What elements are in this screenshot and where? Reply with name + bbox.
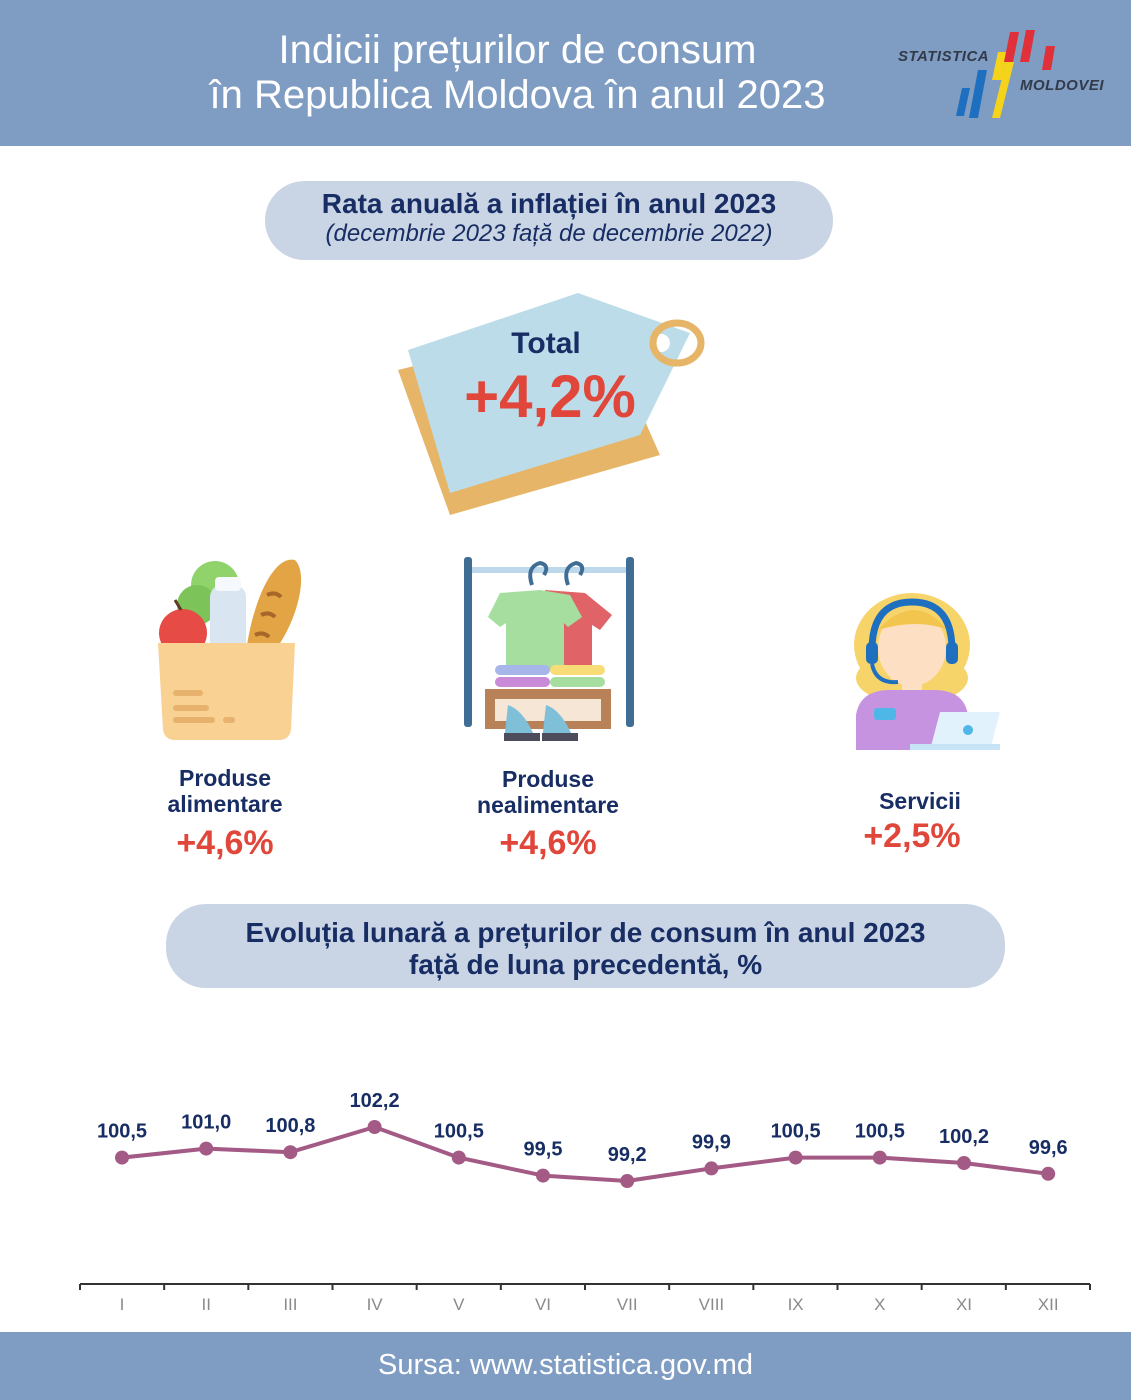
data-label: 99,6 [1029,1137,1068,1159]
data-point [283,1145,298,1160]
source-text: Sursa: www.statistica.gov.md [378,1349,753,1381]
data-label: 100,8 [265,1115,315,1137]
data-label: 102,2 [350,1090,400,1112]
total-value: +4,2% [464,363,636,430]
category-label-food: Produse alimentare [125,765,325,817]
annual-inflation-subtitle: (decembrie 2023 față de decembrie 2022) [325,220,773,247]
data-point [199,1141,214,1156]
data-label: 99,9 [692,1131,731,1153]
data-label: 100,5 [855,1121,905,1143]
statistica-moldovei-logo: STATISTICA MOLDOVEI [892,18,1124,126]
series-line [121,1125,1049,1183]
title-line-2: în Republica Moldova în anul 2023 [209,73,826,117]
x-tick-label: XI [956,1295,972,1314]
header-banner: Indicii prețurilor de consum în Republic… [0,0,1131,146]
logo-word-statistica: STATISTICA [898,48,990,65]
footer-banner: Sursa: www.statistica.gov.md [0,1332,1131,1400]
data-label: 100,2 [939,1126,989,1148]
logo-stripes-icon [956,30,1055,118]
x-tick-label: VIII [699,1295,725,1314]
data-label: 99,5 [524,1139,563,1161]
monthly-cpi-line-chart: 100,5 I 101,0 II 100,8 III 102,2 IV 100,5 V 99,5 VI… [79,1090,1091,1314]
data-point [367,1120,382,1134]
data-point [115,1150,129,1165]
monthly-evolution-box: Evoluția lunară a prețurilor de consum î… [166,904,1005,988]
annual-inflation-title: Rata anuală a inflației în anul 2023 [321,188,777,219]
data-point [1041,1166,1056,1181]
category-label-nonfood: Produse nealimentare [438,766,658,818]
x-tick-label: XII [1038,1295,1059,1314]
data-label: 100,5 [97,1121,147,1143]
data-point [451,1150,466,1165]
category-value-food: +4,6% [176,824,274,862]
category-label-food-line1: Produse [178,765,272,791]
page-title: Indicii prețurilor de consum în Republic… [130,28,905,118]
data-point [536,1168,550,1183]
price-tag-icon [398,293,705,515]
total-label: Total [511,327,581,360]
clothes-rack-icon [464,557,634,741]
monthly-evolution-title-line1: Evoluția lunară a prețurilor de consum î… [245,917,926,948]
data-label: 101,0 [181,1112,231,1134]
category-value-services: +2,5% [863,817,961,855]
category-label-nonfood-line1: Produse [501,766,595,792]
x-tick-label: V [453,1295,465,1314]
call-center-agent-icon [854,593,1000,750]
category-label-services: Servicii [879,788,961,814]
data-label: 100,5 [434,1121,484,1143]
data-point [704,1161,719,1176]
x-tick-label: IV [367,1295,384,1314]
category-label-food-line2: alimentare [167,791,283,817]
annual-inflation-box: Rata anuală a inflației în anul 2023 (de… [265,181,833,260]
logo-word-moldovei: MOLDOVEI [1020,77,1105,94]
data-point [957,1156,971,1170]
data-label: 100,5 [771,1121,821,1143]
data-point [620,1174,635,1188]
x-tick-label: X [874,1295,885,1314]
x-tick-label: I [120,1295,125,1314]
x-tick-label: II [201,1295,210,1314]
category-value-nonfood: +4,6% [499,824,597,862]
title-line-1: Indicii prețurilor de consum [278,28,757,72]
x-tick-label: VII [617,1295,638,1314]
x-tick-label: IX [788,1295,804,1314]
grocery-bag-icon [158,559,302,740]
x-tick-label: VI [535,1295,551,1314]
x-tick-label: III [283,1295,297,1314]
category-label-nonfood-line2: nealimentare [477,792,619,818]
data-point [788,1150,803,1165]
monthly-evolution-title-line2: față de luna precedentă, % [408,949,763,980]
data-point [872,1150,887,1165]
data-label: 99,2 [608,1144,647,1166]
